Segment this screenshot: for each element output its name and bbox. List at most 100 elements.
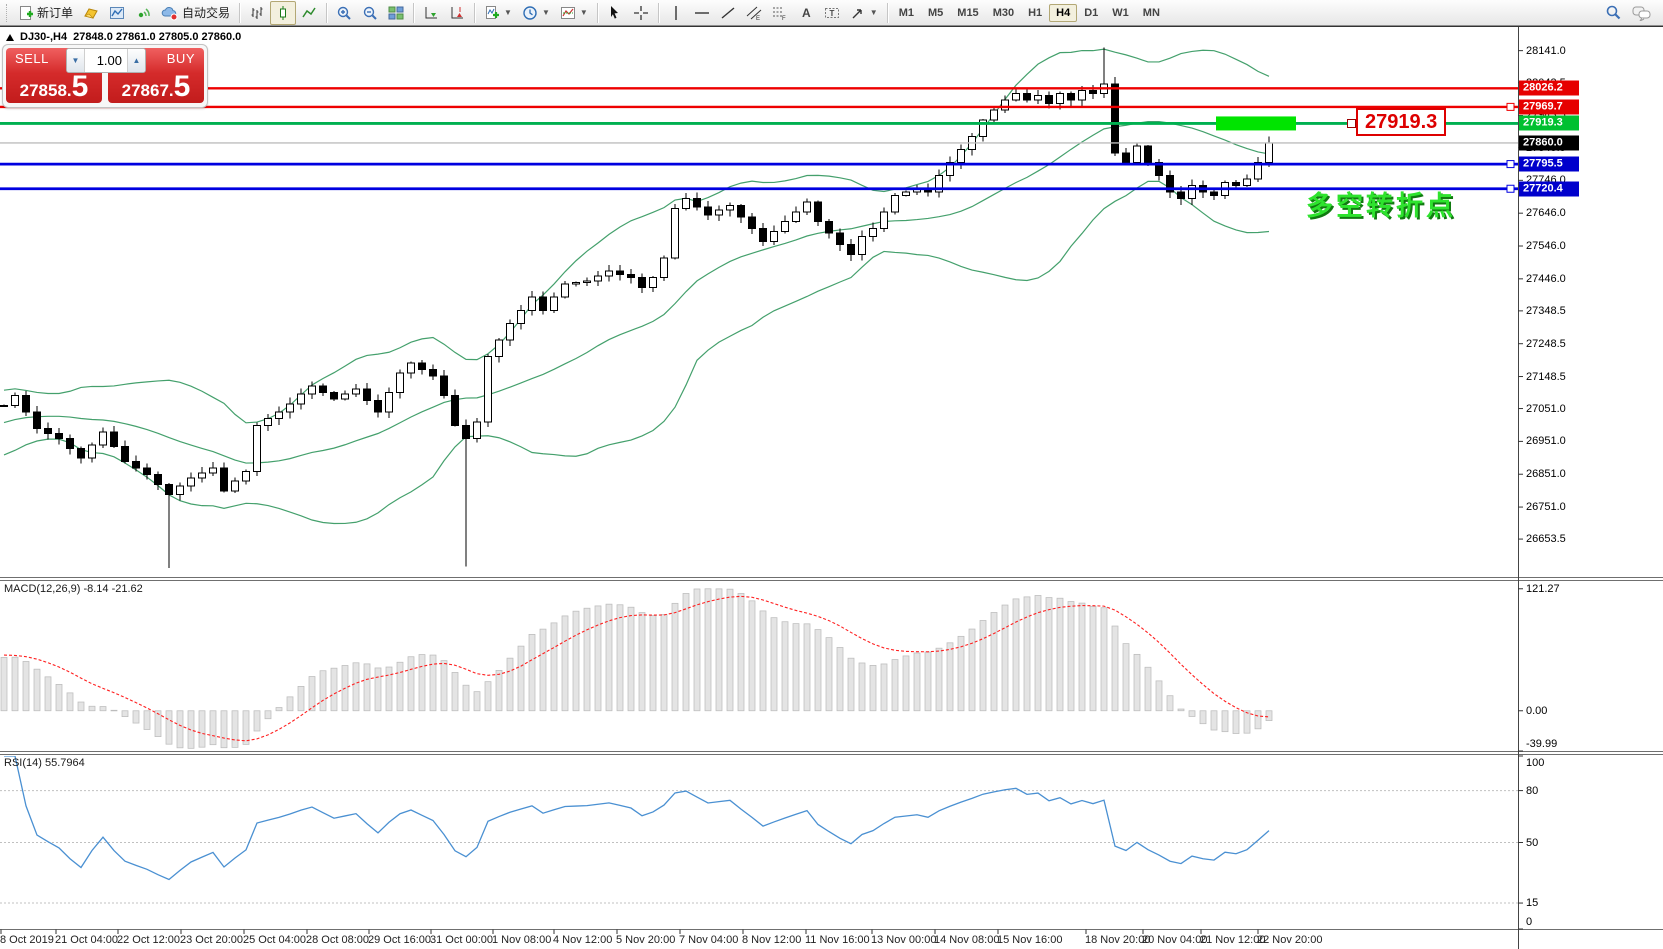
timeframe-button-H1[interactable]: H1 xyxy=(1028,6,1043,19)
timeframe-button-M1[interactable]: M1 xyxy=(898,6,914,19)
time-axis-label: 25 Oct 04:00 xyxy=(243,934,306,946)
volume-control: ▼ ▲ xyxy=(66,48,146,73)
market-watch-button[interactable] xyxy=(78,1,104,25)
templates-button[interactable]: ▼ xyxy=(555,1,593,25)
channel-tool-button[interactable]: E xyxy=(741,1,767,25)
chat-button[interactable] xyxy=(1627,1,1657,25)
time-axis-label: 8 Oct 2019 xyxy=(0,934,54,946)
toolbar-separator xyxy=(657,2,659,23)
sell-price-frac: 5 xyxy=(71,70,89,103)
cursor-icon xyxy=(610,5,618,19)
new-chart-window-button[interactable] xyxy=(104,1,130,25)
time-axis-label: 23 Oct 20:00 xyxy=(180,934,243,946)
buy-price-main: 27867 xyxy=(121,81,169,100)
chart-template-icon xyxy=(560,6,575,19)
chart-shift-button[interactable] xyxy=(444,1,470,25)
cursor-tool-button[interactable] xyxy=(602,1,628,25)
time-axis-label: 31 Oct 00:00 xyxy=(430,934,493,946)
chart-window-icon xyxy=(110,6,125,19)
rsi-tick-label: 0 xyxy=(1526,916,1533,928)
add-indicator-icon xyxy=(486,5,500,19)
price-tick-label: 27051.0 xyxy=(1526,402,1566,415)
bar-chart-mode-button[interactable] xyxy=(244,1,270,25)
macd-tick-label: -39.99 xyxy=(1526,738,1558,750)
vertical-line-tool-button[interactable] xyxy=(663,1,689,25)
price-tag-27969.7: 27969.7 xyxy=(1519,99,1579,115)
text-label-tool-button[interactable]: T xyxy=(819,1,845,25)
timeframe-button-MN[interactable]: MN xyxy=(1142,6,1160,19)
svg-text:A: A xyxy=(802,6,811,20)
chart-surface[interactable] xyxy=(0,27,1518,930)
ohlc-values: 27848.0 27861.0 27805.0 27860.0 xyxy=(73,31,242,43)
timeframe-bar: M1 M5 M15 M30 H1 H4 D1 W1 MN xyxy=(892,3,1167,22)
indicators-button[interactable]: ▼ xyxy=(479,1,517,25)
fibonacci-tool-button[interactable]: F xyxy=(767,1,793,25)
sell-price: 27858.5 xyxy=(19,70,89,103)
tile-windows-button[interactable] xyxy=(383,1,409,25)
price-tick-label: 27546.0 xyxy=(1526,240,1566,252)
autotrading-button[interactable]: 自动交易 xyxy=(156,1,235,25)
auto-scroll-icon xyxy=(425,6,438,18)
time-axis-label: 5 Nov 20:00 xyxy=(616,934,676,946)
toolbar-separator xyxy=(239,2,241,23)
signals-button[interactable] xyxy=(130,1,156,25)
autotrading-cloud-icon xyxy=(161,6,178,20)
time-axis-label: 7 Nov 04:00 xyxy=(679,934,739,946)
time-axis-label: 8 Nov 12:00 xyxy=(742,934,802,946)
sell-price-main: 27858 xyxy=(19,81,67,100)
time-axis-label: 21 Nov 12:00 xyxy=(1200,934,1266,946)
zoom-in-button[interactable] xyxy=(331,1,357,25)
volume-input[interactable] xyxy=(85,49,127,72)
periods-button[interactable]: ▼ xyxy=(517,1,555,25)
arrows-tool-button[interactable]: ▼ xyxy=(845,1,883,25)
timeframe-button-H4[interactable]: H4 xyxy=(1049,3,1078,22)
price-tick-label: 27148.5 xyxy=(1526,370,1566,383)
chart-title: DJ30-,H4 27848.0 27861.0 27805.0 27860.0 xyxy=(6,31,241,43)
time-axis-label: 1 Nov 08:00 xyxy=(492,934,552,946)
line-chart-mode-button[interactable] xyxy=(296,1,322,25)
horizontal-line-tool-button[interactable] xyxy=(689,1,715,25)
text-tool-button[interactable]: A xyxy=(793,1,819,25)
candle-chart-mode-button[interactable] xyxy=(270,0,297,25)
new-order-label: 新订单 xyxy=(37,6,74,20)
timeframe-button-D1[interactable]: D1 xyxy=(1084,6,1099,19)
toolbar-separator xyxy=(474,2,476,23)
timeframe-button-M15[interactable]: M15 xyxy=(957,6,979,19)
price-tick-label: 27248.5 xyxy=(1526,337,1566,350)
price-tag-27860.0: 27860.0 xyxy=(1519,135,1579,151)
crosshair-tool-button[interactable] xyxy=(628,1,654,25)
chat-bubbles-icon xyxy=(1632,6,1651,21)
annotation-text-cn[interactable]: 多空转折点 xyxy=(1306,191,1456,221)
timeframe-button-M5[interactable]: M5 xyxy=(928,6,944,19)
rsi-tick-label: 100 xyxy=(1526,757,1545,769)
timeframe-button-M30[interactable]: M30 xyxy=(992,6,1015,19)
equidistant-channel-icon: E xyxy=(746,6,762,21)
toolbar-separator xyxy=(886,2,888,23)
timeframe-button-W1[interactable]: W1 xyxy=(1112,6,1129,19)
price-tick-label: 27446.0 xyxy=(1526,272,1566,285)
horizontal-line-icon xyxy=(694,11,709,14)
price-tick-label: 28141.0 xyxy=(1526,44,1566,57)
text-label-icon: T xyxy=(824,7,839,18)
price-callout-label[interactable]: 27919.3 xyxy=(1356,108,1447,136)
chart-shift-icon xyxy=(451,6,464,18)
rsi-indicator-label: RSI(14) 55.7964 xyxy=(4,757,85,769)
price-tick-label: 27348.5 xyxy=(1526,304,1566,317)
callout-handle[interactable] xyxy=(1347,119,1356,128)
volume-increase-button[interactable]: ▲ xyxy=(127,49,145,72)
search-icon xyxy=(1606,5,1621,20)
trendline-tool-button[interactable] xyxy=(715,1,741,25)
time-axis-label: 21 Oct 04:00 xyxy=(55,934,118,946)
svg-text:E: E xyxy=(756,16,760,21)
time-axis-label: 13 Nov 00:00 xyxy=(871,934,937,946)
zoom-out-button[interactable] xyxy=(357,1,383,25)
time-axis-label: 22 Nov 20:00 xyxy=(1257,934,1323,946)
rsi-tick-label: 50 xyxy=(1526,836,1539,849)
time-axis-label: 28 Oct 08:00 xyxy=(306,934,369,946)
price-tick-label: 26951.0 xyxy=(1526,435,1566,448)
new-order-button[interactable]: 新订单 xyxy=(13,1,78,25)
search-button[interactable] xyxy=(1600,1,1627,25)
auto-scroll-button[interactable] xyxy=(418,1,444,25)
volume-decrease-button[interactable]: ▼ xyxy=(67,49,85,72)
zoom-in-icon xyxy=(337,6,351,20)
